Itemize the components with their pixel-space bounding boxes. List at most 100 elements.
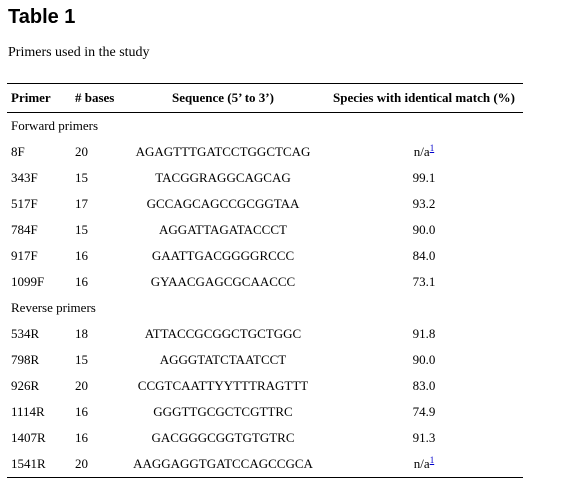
primer-cell: 917F [7, 243, 71, 269]
primer-cell-text: 798R [11, 352, 40, 367]
primer-cell: 517F [7, 191, 71, 217]
match-cell-text: 93.2 [412, 196, 436, 211]
sequence-cell: CCGTCAATTYYTTTRAGTTT [121, 373, 325, 399]
header-bases: # bases [71, 83, 121, 113]
footnote-marker: 1 [430, 142, 435, 154]
match-cell: 83.0 [325, 373, 523, 399]
sequence-cell-text: AGAGTTTGATCCTGGCTCAG [135, 144, 311, 159]
bases-cell-text: 20 [75, 378, 88, 393]
bases-cell: 16 [71, 269, 121, 295]
header-species-match: Species with identical match (%) [325, 83, 523, 113]
match-cell: 99.1 [325, 165, 523, 191]
footnote-link[interactable]: 1 [429, 142, 435, 153]
primer-cell: 1407R [7, 425, 71, 451]
sequence-cell-text: AGGATTAGATACCCT [159, 222, 287, 237]
sequence-cell-text: CCGTCAATTYYTTTRAGTTT [137, 378, 309, 393]
bases-cell: 16 [71, 399, 121, 425]
sequence-cell-text: AAGGAGGTGATCCAGCCGCA [133, 456, 313, 471]
header-sequence: Sequence (5’ to 3’) [121, 83, 325, 113]
primer-cell: 8F [7, 139, 71, 165]
match-cell: 84.0 [325, 243, 523, 269]
match-cell-text: n/a [413, 456, 430, 471]
table-row: 343F 15 TACGGRAGGCAGCAG 99.1 [7, 165, 523, 191]
bases-cell-text: 16 [75, 404, 88, 419]
sequence-cell: AGGATTAGATACCCT [121, 217, 325, 243]
table-row: 517F 17 GCCAGCAGCCGCGGTAA 93.2 [7, 191, 523, 217]
bases-cell-text: 20 [75, 144, 88, 159]
bases-cell: 18 [71, 321, 121, 347]
table-row: 798R 15 AGGGTATCTAATCCT 90.0 [7, 347, 523, 373]
primer-cell: 1114R [7, 399, 71, 425]
sequence-cell-text: GACGGGCGGTGTGTRC [151, 430, 295, 445]
bases-cell: 15 [71, 217, 121, 243]
match-cell-text: 91.8 [412, 326, 436, 341]
sequence-cell: GACGGGCGGTGTGTRC [121, 425, 325, 451]
match-cell-text: 83.0 [412, 378, 436, 393]
bases-cell-text: 18 [75, 326, 88, 341]
primers-table: Primer # bases Sequence (5’ to 3’) Speci… [7, 83, 523, 478]
sequence-cell: GCCAGCAGCCGCGGTAA [121, 191, 325, 217]
bases-cell: 17 [71, 191, 121, 217]
bases-cell: 16 [71, 243, 121, 269]
table-body: Forward primers 8F 20 AGAGTTTGATCCTGGCTCAG n… [7, 113, 523, 478]
group-row: Reverse primers [7, 295, 523, 321]
sequence-cell-text: GYAACGAGCGCAACCC [150, 274, 296, 289]
table-row: 1407R 16 GACGGGCGGTGTGTRC 91.3 [7, 425, 523, 451]
sequence-cell-text: GAATTGACGGGGRCCC [151, 248, 295, 263]
sequence-cell: AGAGTTTGATCCTGGCTCAG [121, 139, 325, 165]
primer-cell-text: 1114R [11, 404, 45, 419]
sequence-cell: GGGTTGCGCTCGTTRC [121, 399, 325, 425]
primer-cell: 784F [7, 217, 71, 243]
sequence-cell: GYAACGAGCGCAACCC [121, 269, 325, 295]
primer-cell: 798R [7, 347, 71, 373]
group-row: Forward primers [7, 113, 523, 140]
table-row: 1114R 16 GGGTTGCGCTCGTTRC 74.9 [7, 399, 523, 425]
match-cell-text: 90.0 [412, 352, 436, 367]
match-cell: n/a1 [325, 451, 523, 478]
primer-cell: 534R [7, 321, 71, 347]
match-cell: 90.0 [325, 347, 523, 373]
bases-cell: 16 [71, 425, 121, 451]
primer-cell-text: 784F [11, 222, 38, 237]
primer-cell-text: 926R [11, 378, 40, 393]
sequence-cell-text: TACGGRAGGCAGCAG [155, 170, 291, 185]
bases-cell-text: 17 [75, 196, 88, 211]
table-row: 1541R 20 AAGGAGGTGATCCAGCCGCA n/a1 [7, 451, 523, 478]
bases-cell-text: 16 [75, 248, 88, 263]
match-cell: 91.3 [325, 425, 523, 451]
table-row: 8F 20 AGAGTTTGATCCTGGCTCAG n/a1 [7, 139, 523, 165]
table-title: Table 1 [8, 6, 76, 28]
match-cell: n/a1 [325, 139, 523, 165]
footnote-link[interactable]: 1 [429, 454, 435, 465]
match-cell-text: 90.0 [412, 222, 436, 237]
match-cell: 90.0 [325, 217, 523, 243]
match-cell-text: n/a [413, 144, 430, 159]
match-cell-text: 74.9 [412, 404, 436, 419]
sequence-cell-text: ATTACCGCGGCTGCTGGC [144, 326, 302, 341]
primer-cell-text: 8F [11, 144, 25, 159]
primer-cell-text: 1541R [11, 456, 46, 471]
header-primer: Primer [7, 83, 71, 113]
footnote-marker: 1 [430, 454, 435, 466]
bases-cell: 20 [71, 373, 121, 399]
primer-cell-text: 917F [11, 248, 38, 263]
sequence-cell: ATTACCGCGGCTGCTGGC [121, 321, 325, 347]
group-label: Forward primers [11, 118, 99, 133]
table-row: 534R 18 ATTACCGCGGCTGCTGGC 91.8 [7, 321, 523, 347]
match-cell-text: 99.1 [412, 170, 436, 185]
match-cell-text: 73.1 [412, 274, 436, 289]
primer-cell: 343F [7, 165, 71, 191]
primer-cell-text: 1099F [11, 274, 45, 289]
bases-cell: 15 [71, 347, 121, 373]
bases-cell-text: 20 [75, 456, 88, 471]
bases-cell-text: 16 [75, 430, 88, 445]
sequence-cell-text: GCCAGCAGCCGCGGTAA [146, 196, 300, 211]
bases-cell-text: 15 [75, 222, 88, 237]
match-cell-text: 91.3 [412, 430, 436, 445]
sequence-cell: GAATTGACGGGGRCCC [121, 243, 325, 269]
bases-cell-text: 16 [75, 274, 88, 289]
bases-cell: 20 [71, 139, 121, 165]
bases-cell-text: 15 [75, 352, 88, 367]
primer-cell: 1541R [7, 451, 71, 478]
primer-cell: 1099F [7, 269, 71, 295]
